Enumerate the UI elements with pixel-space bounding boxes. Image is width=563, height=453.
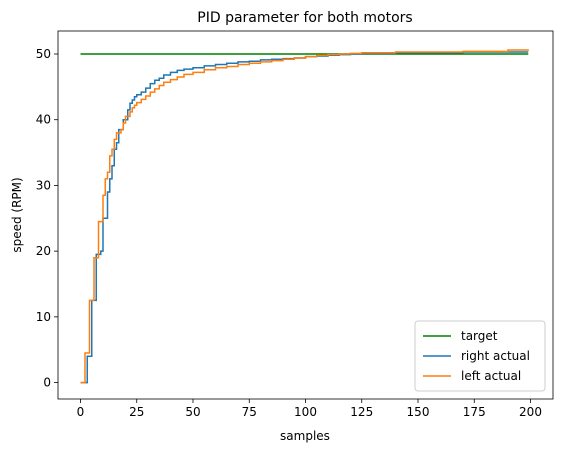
y-tick-label: 10 [36,310,51,324]
y-tick-label: 0 [43,376,51,390]
x-tick-label: 75 [242,405,257,419]
x-tick-label: 175 [463,405,486,419]
x-tick-label: 50 [185,405,200,419]
x-tick-label: 0 [77,405,85,419]
y-axis-title: speed (RPM) [10,177,24,252]
x-tick-label: 125 [350,405,373,419]
legend-label: right actual [461,349,530,363]
legend: target right actual left actual [414,320,546,392]
x-axis-title: samples [280,429,330,443]
legend-label: target [461,329,498,343]
x-tick-label: 200 [519,405,542,419]
x-tick-label: 25 [129,405,144,419]
x-tick-label: 100 [294,405,317,419]
y-tick-label: 30 [36,178,51,192]
legend-label: left actual [461,369,521,383]
y-tick-label: 50 [36,47,51,61]
y-tick-label: 40 [36,113,51,127]
chart-title: PID parameter for both motors [197,10,412,26]
legend-box [414,320,546,392]
x-tick-label: 150 [407,405,430,419]
y-tick-label: 20 [36,244,51,258]
series-line-left-actual [80,49,529,384]
